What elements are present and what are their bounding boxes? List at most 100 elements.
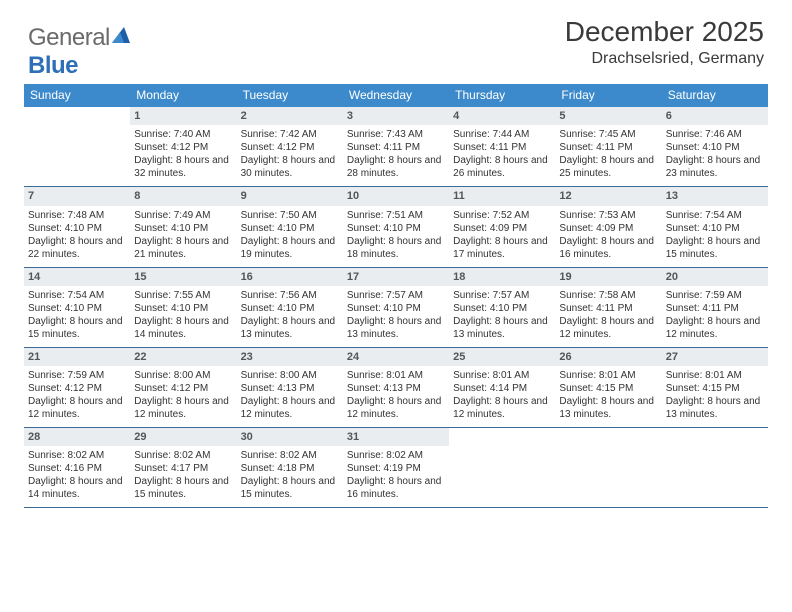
logo-triangle-icon bbox=[112, 22, 130, 50]
day-details: Sunrise: 7:49 AMSunset: 4:10 PMDaylight:… bbox=[134, 209, 232, 261]
sunrise-line: Sunrise: 7:58 AM bbox=[559, 289, 657, 302]
calendar-day-cell: 31Sunrise: 8:02 AMSunset: 4:19 PMDayligh… bbox=[343, 428, 449, 507]
daylight-line: Daylight: 8 hours and 12 minutes. bbox=[559, 315, 657, 341]
day-details: Sunrise: 7:45 AMSunset: 4:11 PMDaylight:… bbox=[559, 128, 657, 180]
calendar-week-row: 14Sunrise: 7:54 AMSunset: 4:10 PMDayligh… bbox=[24, 268, 768, 348]
calendar-day-cell: 3Sunrise: 7:43 AMSunset: 4:11 PMDaylight… bbox=[343, 107, 449, 186]
day-number: 7 bbox=[24, 187, 130, 205]
sunset-line: Sunset: 4:13 PM bbox=[241, 382, 339, 395]
day-details: Sunrise: 8:02 AMSunset: 4:18 PMDaylight:… bbox=[241, 449, 339, 501]
sunset-line: Sunset: 4:12 PM bbox=[241, 141, 339, 154]
day-number: 31 bbox=[343, 428, 449, 446]
day-details: Sunrise: 7:54 AMSunset: 4:10 PMDaylight:… bbox=[666, 209, 764, 261]
day-details: Sunrise: 8:00 AMSunset: 4:12 PMDaylight:… bbox=[134, 369, 232, 421]
daylight-line: Daylight: 8 hours and 13 minutes. bbox=[453, 315, 551, 341]
day-number: 15 bbox=[130, 268, 236, 286]
day-number: 25 bbox=[449, 348, 555, 366]
sunset-line: Sunset: 4:11 PM bbox=[559, 302, 657, 315]
daylight-line: Daylight: 8 hours and 18 minutes. bbox=[347, 235, 445, 261]
daylight-line: Daylight: 8 hours and 26 minutes. bbox=[453, 154, 551, 180]
day-details: Sunrise: 7:44 AMSunset: 4:11 PMDaylight:… bbox=[453, 128, 551, 180]
calendar-day-cell: 6Sunrise: 7:46 AMSunset: 4:10 PMDaylight… bbox=[662, 107, 768, 186]
sunset-line: Sunset: 4:11 PM bbox=[559, 141, 657, 154]
calendar-day-cell: 18 Sunrise: 7:57 AMSunset: 4:10 PMDayligh… bbox=[449, 268, 555, 347]
calendar-day-cell: 10Sunrise: 7:51 AMSunset: 4:10 PMDayligh… bbox=[343, 187, 449, 266]
calendar-day-cell: 27Sunrise: 8:01 AMSunset: 4:15 PMDayligh… bbox=[662, 348, 768, 427]
sunset-line: Sunset: 4:10 PM bbox=[453, 302, 551, 315]
calendar-day-cell: 29 Sunrise: 8:02 AMSunset: 4:17 PMDayligh… bbox=[130, 428, 236, 507]
sunset-line: Sunset: 4:18 PM bbox=[241, 462, 339, 475]
calendar-day-cell: 15Sunrise: 7:55 AMSunset: 4:10 PMDayligh… bbox=[130, 268, 236, 347]
daylight-line: Daylight: 8 hours and 15 minutes. bbox=[666, 235, 764, 261]
calendar-day-cell: 11Sunrise: 7:52 AMSunset: 4:09 PMDayligh… bbox=[449, 187, 555, 266]
calendar-day-cell: 7Sunrise: 7:48 AMSunset: 4:10 PMDaylight… bbox=[24, 187, 130, 266]
day-details: Sunrise: 7:42 AMSunset: 4:12 PMDaylight:… bbox=[241, 128, 339, 180]
daylight-line: Daylight: 8 hours and 12 minutes. bbox=[666, 315, 764, 341]
sunrise-line: Sunrise: 7:59 AM bbox=[666, 289, 764, 302]
day-details: Sunrise: 7:57 AMSunset: 4:10 PMDaylight:… bbox=[453, 289, 551, 341]
daylight-line: Daylight: 8 hours and 21 minutes. bbox=[134, 235, 232, 261]
sunset-line: Sunset: 4:11 PM bbox=[453, 141, 551, 154]
day-number: 13 bbox=[662, 187, 768, 205]
sunrise-line: Sunrise: 7:54 AM bbox=[666, 209, 764, 222]
calendar-day-cell: 2Sunrise: 7:42 AMSunset: 4:12 PMDaylight… bbox=[237, 107, 343, 186]
sunrise-line: Sunrise: 7:43 AM bbox=[347, 128, 445, 141]
sunset-line: Sunset: 4:16 PM bbox=[28, 462, 126, 475]
sunrise-line: Sunrise: 8:01 AM bbox=[559, 369, 657, 382]
calendar-day-cell: 16Sunrise: 7:56 AMSunset: 4:10 PMDayligh… bbox=[237, 268, 343, 347]
sunrise-line: Sunrise: 7:57 AM bbox=[347, 289, 445, 302]
calendar-day-cell: 5Sunrise: 7:45 AMSunset: 4:11 PMDaylight… bbox=[555, 107, 661, 186]
sunset-line: Sunset: 4:15 PM bbox=[666, 382, 764, 395]
calendar-week-row: 28Sunrise: 8:02 AMSunset: 4:16 PMDayligh… bbox=[24, 428, 768, 508]
day-number: 14 bbox=[24, 268, 130, 286]
daylight-line: Daylight: 8 hours and 12 minutes. bbox=[134, 395, 232, 421]
calendar-day-cell: 0 bbox=[555, 428, 661, 507]
day-number: 6 bbox=[662, 107, 768, 125]
daylight-line: Daylight: 8 hours and 13 minutes. bbox=[241, 315, 339, 341]
calendar-day-cell: 13 Sunrise: 7:54 AMSunset: 4:10 PMDayligh… bbox=[662, 187, 768, 266]
day-number: 28 bbox=[24, 428, 130, 446]
daylight-line: Daylight: 8 hours and 13 minutes. bbox=[347, 315, 445, 341]
day-number: 19 bbox=[555, 268, 661, 286]
day-number: 29 bbox=[130, 428, 236, 446]
weekday-header: Monday bbox=[130, 84, 236, 107]
calendar-day-cell: 0 bbox=[662, 428, 768, 507]
day-number: 18 bbox=[449, 268, 555, 286]
day-details: Sunrise: 7:59 AMSunset: 4:12 PMDaylight:… bbox=[28, 369, 126, 421]
sunrise-line: Sunrise: 7:54 AM bbox=[28, 289, 126, 302]
calendar-day-cell: 17Sunrise: 7:57 AMSunset: 4:10 PMDayligh… bbox=[343, 268, 449, 347]
day-number: 20 bbox=[662, 268, 768, 286]
sunrise-line: Sunrise: 7:55 AM bbox=[134, 289, 232, 302]
day-details: Sunrise: 7:51 AMSunset: 4:10 PMDaylight:… bbox=[347, 209, 445, 261]
sunset-line: Sunset: 4:10 PM bbox=[666, 141, 764, 154]
sunrise-line: Sunrise: 8:00 AM bbox=[241, 369, 339, 382]
day-number: 9 bbox=[237, 187, 343, 205]
daylight-line: Daylight: 8 hours and 17 minutes. bbox=[453, 235, 551, 261]
daylight-line: Daylight: 8 hours and 25 minutes. bbox=[559, 154, 657, 180]
sunrise-line: Sunrise: 7:57 AM bbox=[453, 289, 551, 302]
daylight-line: Daylight: 8 hours and 19 minutes. bbox=[241, 235, 339, 261]
calendar-day-cell: 22Sunrise: 8:00 AMSunset: 4:12 PMDayligh… bbox=[130, 348, 236, 427]
sunset-line: Sunset: 4:09 PM bbox=[453, 222, 551, 235]
brand-logo: GeneralBlue bbox=[28, 22, 130, 80]
logo-text-1: General bbox=[28, 24, 110, 51]
sunset-line: Sunset: 4:10 PM bbox=[347, 302, 445, 315]
daylight-line: Daylight: 8 hours and 12 minutes. bbox=[241, 395, 339, 421]
sunrise-line: Sunrise: 7:42 AM bbox=[241, 128, 339, 141]
sunset-line: Sunset: 4:10 PM bbox=[666, 222, 764, 235]
sunset-line: Sunset: 4:19 PM bbox=[347, 462, 445, 475]
calendar-day-cell: 9 Sunrise: 7:50 AMSunset: 4:10 PMDaylight… bbox=[237, 187, 343, 266]
day-details: Sunrise: 7:57 AMSunset: 4:10 PMDaylight:… bbox=[347, 289, 445, 341]
weekday-header: Saturday bbox=[662, 84, 768, 107]
sunrise-line: Sunrise: 7:46 AM bbox=[666, 128, 764, 141]
sunset-line: Sunset: 4:10 PM bbox=[347, 222, 445, 235]
day-details: Sunrise: 7:50 AMSunset: 4:10 PMDaylight:… bbox=[241, 209, 339, 261]
sunset-line: Sunset: 4:10 PM bbox=[28, 302, 126, 315]
calendar-page: GeneralBlue December 2025 Drachselsried,… bbox=[0, 0, 792, 612]
day-details: Sunrise: 8:01 AMSunset: 4:15 PMDaylight:… bbox=[559, 369, 657, 421]
daylight-line: Daylight: 8 hours and 14 minutes. bbox=[134, 315, 232, 341]
day-details: Sunrise: 8:02 AMSunset: 4:17 PMDaylight:… bbox=[134, 449, 232, 501]
calendar-day-cell: 8Sunrise: 7:49 AMSunset: 4:10 PMDaylight… bbox=[130, 187, 236, 266]
calendar-week-row: 0 1Sunrise: 7:40 AMSunset: 4:12 PMDaylig… bbox=[24, 107, 768, 187]
sunrise-line: Sunrise: 7:48 AM bbox=[28, 209, 126, 222]
